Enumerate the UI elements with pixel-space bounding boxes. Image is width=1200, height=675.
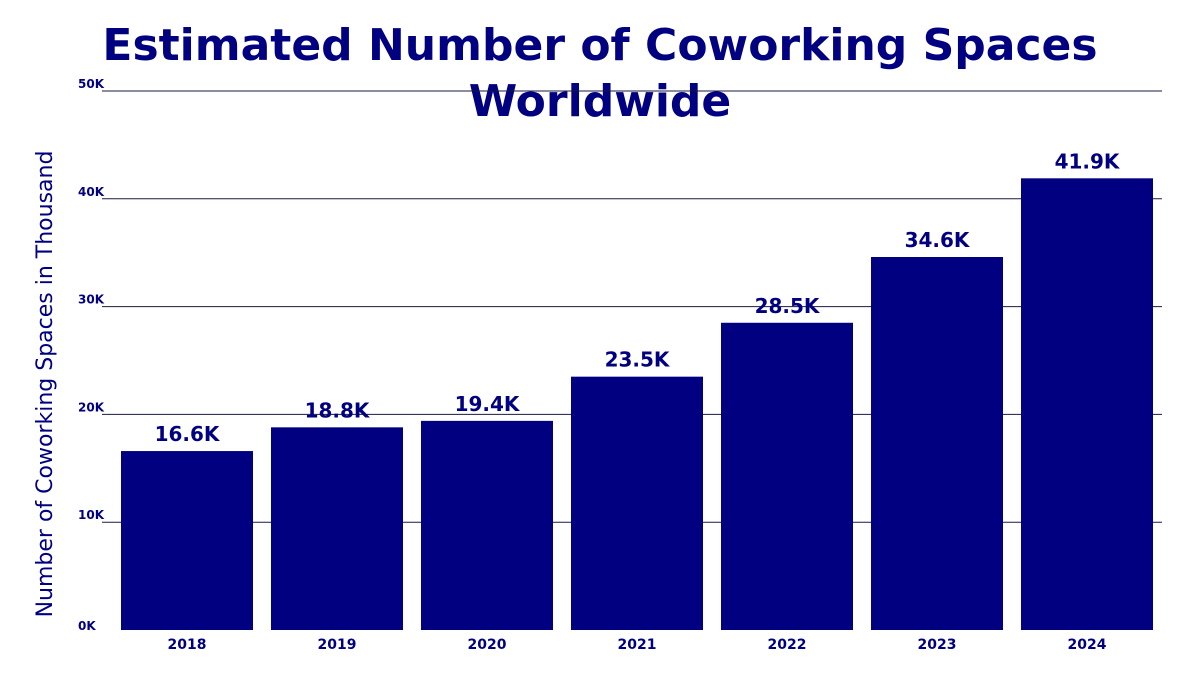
data-label-2018: 16.6K (155, 422, 221, 446)
bar-2022 (721, 322, 853, 630)
x-tick-label-2021: 2021 (618, 637, 657, 653)
x-tick-label-2020: 2020 (468, 637, 507, 653)
y-tick-label: 20K (78, 400, 105, 414)
y-tick-label: 50K (78, 77, 105, 91)
data-label-2024: 41.9K (1055, 149, 1121, 173)
bar-2020 (421, 420, 553, 630)
x-tick-label-2024: 2024 (1068, 637, 1107, 653)
data-label-2022: 28.5K (755, 294, 821, 318)
bar-2019 (271, 427, 403, 630)
bar-2024 (1021, 178, 1153, 630)
x-tick-label-2023: 2023 (918, 637, 957, 653)
bar-2018 (121, 451, 253, 630)
bar-2023 (871, 257, 1003, 630)
bars (121, 178, 1153, 630)
data-label-2023: 34.6K (905, 228, 971, 252)
y-axis-title: Number of Coworking Spaces in Thousand (33, 151, 58, 618)
data-label-2020: 19.4K (455, 392, 521, 416)
x-tick-label-2018: 2018 (168, 637, 207, 653)
y-tick-label: 0K (78, 619, 96, 633)
labels: 0K 10K 20K 30K 40K 50K 16.6K 2018 18.8K 2019 19.4K… (78, 77, 1121, 653)
x-tick-label-2022: 2022 (768, 637, 807, 653)
bar-2021 (571, 376, 703, 630)
data-label-2021: 23.5K (605, 348, 671, 372)
y-tick-label: 10K (78, 508, 105, 522)
y-tick-label: 30K (78, 293, 105, 307)
x-tick-label-2019: 2019 (318, 637, 357, 653)
chart-title: Estimated Number of Coworking Spaces Wor… (102, 20, 1098, 127)
data-label-2019: 18.8K (305, 398, 371, 422)
y-tick-label: 40K (78, 185, 105, 199)
